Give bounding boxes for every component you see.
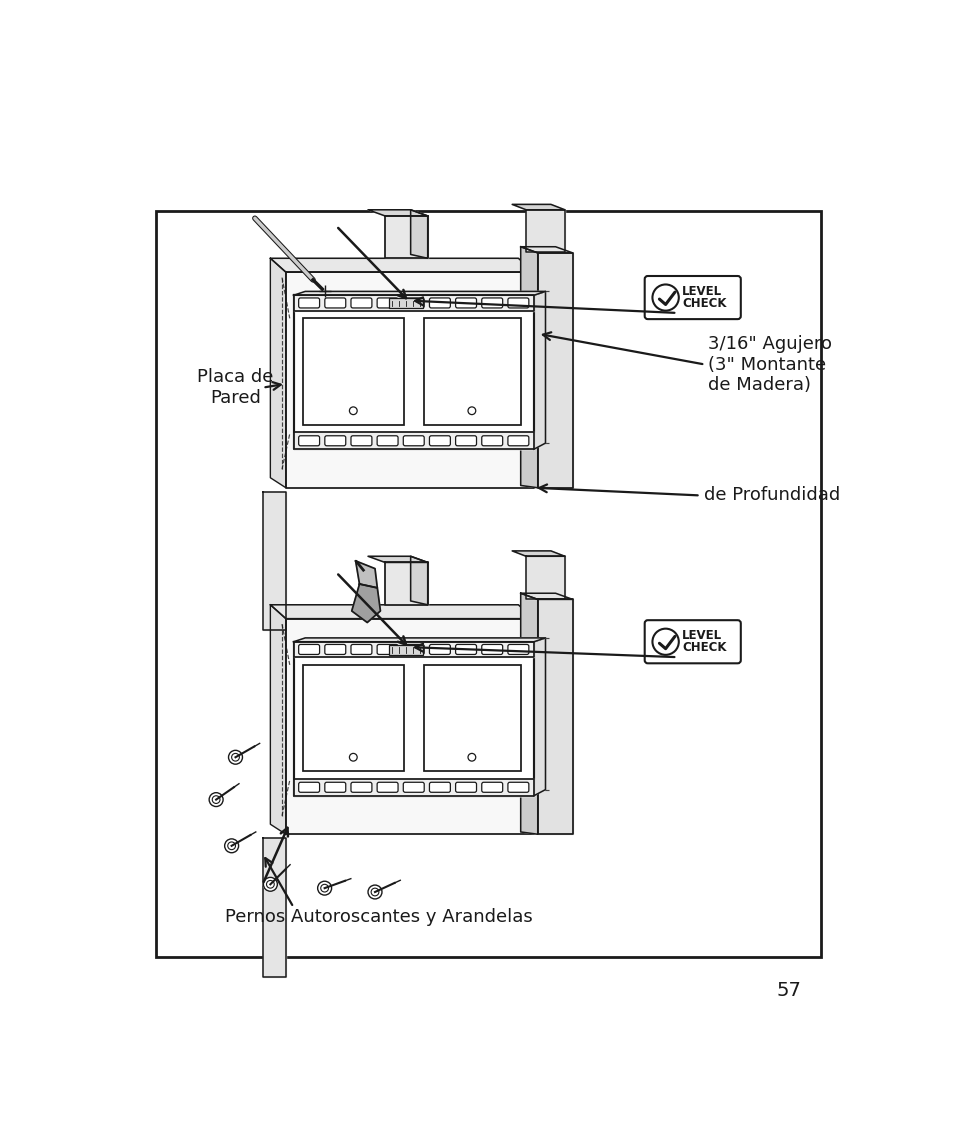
Polygon shape — [537, 253, 572, 488]
FancyBboxPatch shape — [351, 782, 372, 792]
Bar — [389, 645, 422, 655]
Polygon shape — [520, 593, 572, 599]
Polygon shape — [270, 605, 534, 618]
Bar — [303, 318, 403, 425]
Polygon shape — [368, 210, 427, 216]
Polygon shape — [294, 641, 534, 657]
Circle shape — [368, 885, 381, 899]
FancyBboxPatch shape — [324, 645, 345, 655]
FancyBboxPatch shape — [376, 436, 397, 445]
FancyBboxPatch shape — [507, 436, 528, 445]
Polygon shape — [270, 259, 286, 488]
Circle shape — [317, 882, 332, 895]
Polygon shape — [385, 562, 427, 605]
Polygon shape — [270, 259, 534, 273]
Bar — [423, 665, 520, 771]
Polygon shape — [520, 246, 537, 488]
FancyBboxPatch shape — [429, 436, 450, 445]
FancyBboxPatch shape — [507, 298, 528, 308]
FancyBboxPatch shape — [481, 298, 502, 308]
FancyBboxPatch shape — [403, 298, 424, 308]
FancyBboxPatch shape — [456, 298, 476, 308]
FancyBboxPatch shape — [351, 436, 372, 445]
Text: 57: 57 — [776, 981, 801, 1000]
Polygon shape — [512, 205, 564, 210]
Circle shape — [224, 839, 238, 853]
Polygon shape — [262, 838, 286, 977]
Polygon shape — [410, 210, 427, 259]
Polygon shape — [294, 295, 534, 310]
FancyBboxPatch shape — [403, 782, 424, 792]
Text: LEVEL: LEVEL — [681, 629, 721, 642]
FancyBboxPatch shape — [376, 298, 397, 308]
Polygon shape — [537, 599, 572, 835]
FancyBboxPatch shape — [351, 645, 372, 655]
Polygon shape — [512, 551, 564, 556]
Polygon shape — [262, 491, 286, 630]
Circle shape — [229, 750, 242, 764]
Text: CHECK: CHECK — [681, 641, 725, 655]
Polygon shape — [286, 273, 534, 488]
FancyBboxPatch shape — [351, 298, 372, 308]
FancyBboxPatch shape — [644, 276, 740, 319]
FancyBboxPatch shape — [481, 645, 502, 655]
Text: CHECK: CHECK — [681, 298, 725, 310]
Text: de Profundidad: de Profundidad — [703, 487, 840, 505]
FancyBboxPatch shape — [324, 298, 345, 308]
Polygon shape — [270, 605, 286, 835]
Text: Placa de
Pared: Placa de Pared — [197, 369, 274, 408]
Polygon shape — [534, 638, 545, 796]
Bar — [423, 318, 520, 425]
FancyBboxPatch shape — [456, 645, 476, 655]
Circle shape — [209, 792, 223, 806]
FancyBboxPatch shape — [481, 436, 502, 445]
FancyBboxPatch shape — [298, 436, 319, 445]
Circle shape — [263, 877, 277, 891]
Polygon shape — [352, 584, 380, 623]
Polygon shape — [525, 556, 564, 599]
FancyBboxPatch shape — [429, 645, 450, 655]
FancyBboxPatch shape — [298, 782, 319, 792]
Bar — [156, 211, 821, 957]
FancyBboxPatch shape — [644, 621, 740, 663]
FancyBboxPatch shape — [376, 782, 397, 792]
FancyBboxPatch shape — [403, 645, 424, 655]
FancyBboxPatch shape — [429, 298, 450, 308]
FancyBboxPatch shape — [324, 436, 345, 445]
Polygon shape — [294, 433, 534, 449]
Bar — [303, 665, 403, 771]
Polygon shape — [294, 779, 534, 796]
Polygon shape — [410, 556, 427, 605]
FancyBboxPatch shape — [429, 782, 450, 792]
Polygon shape — [525, 210, 564, 252]
Polygon shape — [355, 561, 377, 587]
FancyBboxPatch shape — [298, 298, 319, 308]
FancyBboxPatch shape — [507, 645, 528, 655]
FancyBboxPatch shape — [456, 782, 476, 792]
FancyBboxPatch shape — [481, 782, 502, 792]
FancyBboxPatch shape — [298, 645, 319, 655]
Polygon shape — [294, 641, 534, 796]
Polygon shape — [520, 246, 572, 253]
Text: LEVEL: LEVEL — [681, 285, 721, 298]
Text: 3/16" Agujero
(3" Montante
de Madera): 3/16" Agujero (3" Montante de Madera) — [707, 334, 831, 394]
Polygon shape — [534, 291, 545, 449]
FancyBboxPatch shape — [376, 645, 397, 655]
Polygon shape — [520, 593, 537, 835]
FancyBboxPatch shape — [456, 436, 476, 445]
FancyBboxPatch shape — [403, 436, 424, 445]
Polygon shape — [294, 779, 534, 796]
Polygon shape — [294, 291, 545, 295]
Polygon shape — [385, 216, 427, 259]
Bar — [389, 299, 422, 308]
Polygon shape — [294, 638, 545, 641]
Polygon shape — [294, 295, 534, 449]
Polygon shape — [286, 618, 534, 835]
FancyBboxPatch shape — [324, 782, 345, 792]
Polygon shape — [294, 433, 534, 449]
Text: Pernos Autoroscantes y Arandelas: Pernos Autoroscantes y Arandelas — [225, 908, 532, 925]
Polygon shape — [368, 556, 427, 562]
FancyBboxPatch shape — [507, 782, 528, 792]
